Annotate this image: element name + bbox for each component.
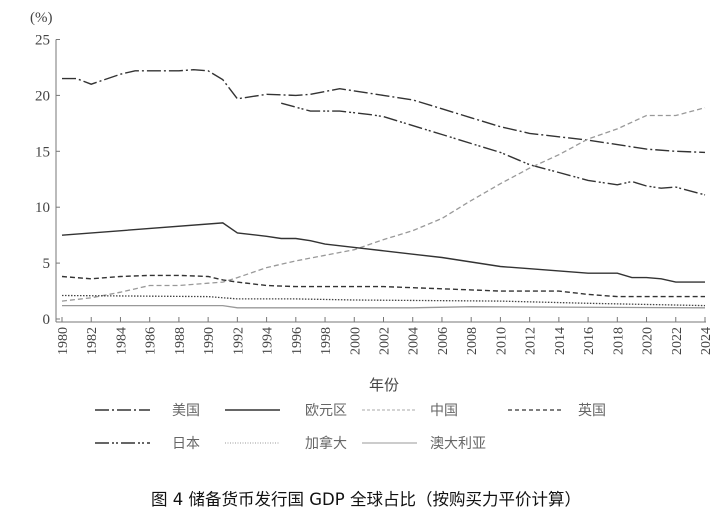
- series-line-澳大利亚: [62, 304, 706, 309]
- x-axis-title: 年份: [369, 377, 399, 394]
- series-line-美国: [62, 68, 706, 154]
- legend-label: 加拿大: [305, 435, 347, 452]
- x-tick-label: 1980: [56, 327, 71, 355]
- x-tick-label: 2002: [378, 327, 393, 355]
- y-tick-label: 25: [35, 33, 50, 49]
- x-tick-label: 1990: [202, 327, 217, 355]
- x-tick-label: 1988: [173, 327, 188, 355]
- x-tick-label: 2010: [494, 327, 509, 355]
- x-tick-label: 2008: [465, 327, 480, 355]
- legend-item: 中国: [362, 403, 458, 419]
- y-tick-label: 10: [35, 200, 50, 216]
- legend-label: 英国: [578, 402, 606, 419]
- x-tick-label: 2000: [348, 327, 363, 355]
- y-tick-label: 0: [43, 312, 51, 328]
- x-tick-label: 2006: [436, 327, 451, 355]
- x-tick-label: 1984: [114, 327, 129, 355]
- legend-item: 加拿大: [225, 435, 347, 452]
- series-line-加拿大: [61, 294, 706, 307]
- series-lines: [61, 68, 706, 309]
- series-line-中国: [61, 107, 706, 302]
- series-line-日本: [61, 222, 705, 283]
- x-tick-label: 2022: [670, 327, 685, 355]
- legend-label: 澳大利亚: [430, 436, 486, 452]
- x-tick-label: 2016: [582, 327, 597, 355]
- y-tick-label: 15: [35, 144, 50, 160]
- legend-label: 美国: [172, 403, 200, 419]
- x-tick-label: 1996: [290, 327, 305, 355]
- legend-label: 日本: [172, 436, 200, 452]
- x-tick-label: 2024: [699, 327, 714, 355]
- axes: 0 5 10 15 20 25 1980 1982 1984 1986 1988 1990 1992 19…: [35, 33, 714, 356]
- x-tick-label: 1994: [261, 327, 276, 355]
- series-line-英国: [61, 274, 705, 298]
- legend-item: 欧元区: [225, 403, 347, 419]
- x-tick-label: 1992: [231, 327, 246, 355]
- x-tick-label: 2014: [553, 327, 568, 355]
- legend-item: 美国: [95, 403, 200, 419]
- legend-item: 澳大利亚: [362, 436, 486, 452]
- x-tick-label: 1986: [144, 327, 159, 355]
- x-tick-label: 2020: [641, 327, 656, 355]
- x-tick-label: 2012: [524, 327, 539, 355]
- figure-caption: 图 4 储备货币发行国 GDP 全球占比（按购买力平价计算）: [151, 490, 581, 509]
- legend-item: 日本: [95, 436, 200, 452]
- x-tick-label: 1998: [319, 327, 334, 355]
- x-tick-label: 1982: [85, 327, 100, 355]
- y-tick-label: 5: [43, 256, 51, 272]
- x-tick-label: 2004: [407, 327, 422, 355]
- legend-label: 欧元区: [305, 403, 347, 419]
- legend-label: 中国: [430, 403, 458, 419]
- series-line-欧元区: [281, 102, 706, 196]
- x-tick-label: 2018: [611, 327, 626, 355]
- legend-item: 英国: [508, 402, 606, 419]
- y-tick-label: 20: [35, 88, 50, 104]
- y-axis-unit-label: (%): [30, 10, 53, 26]
